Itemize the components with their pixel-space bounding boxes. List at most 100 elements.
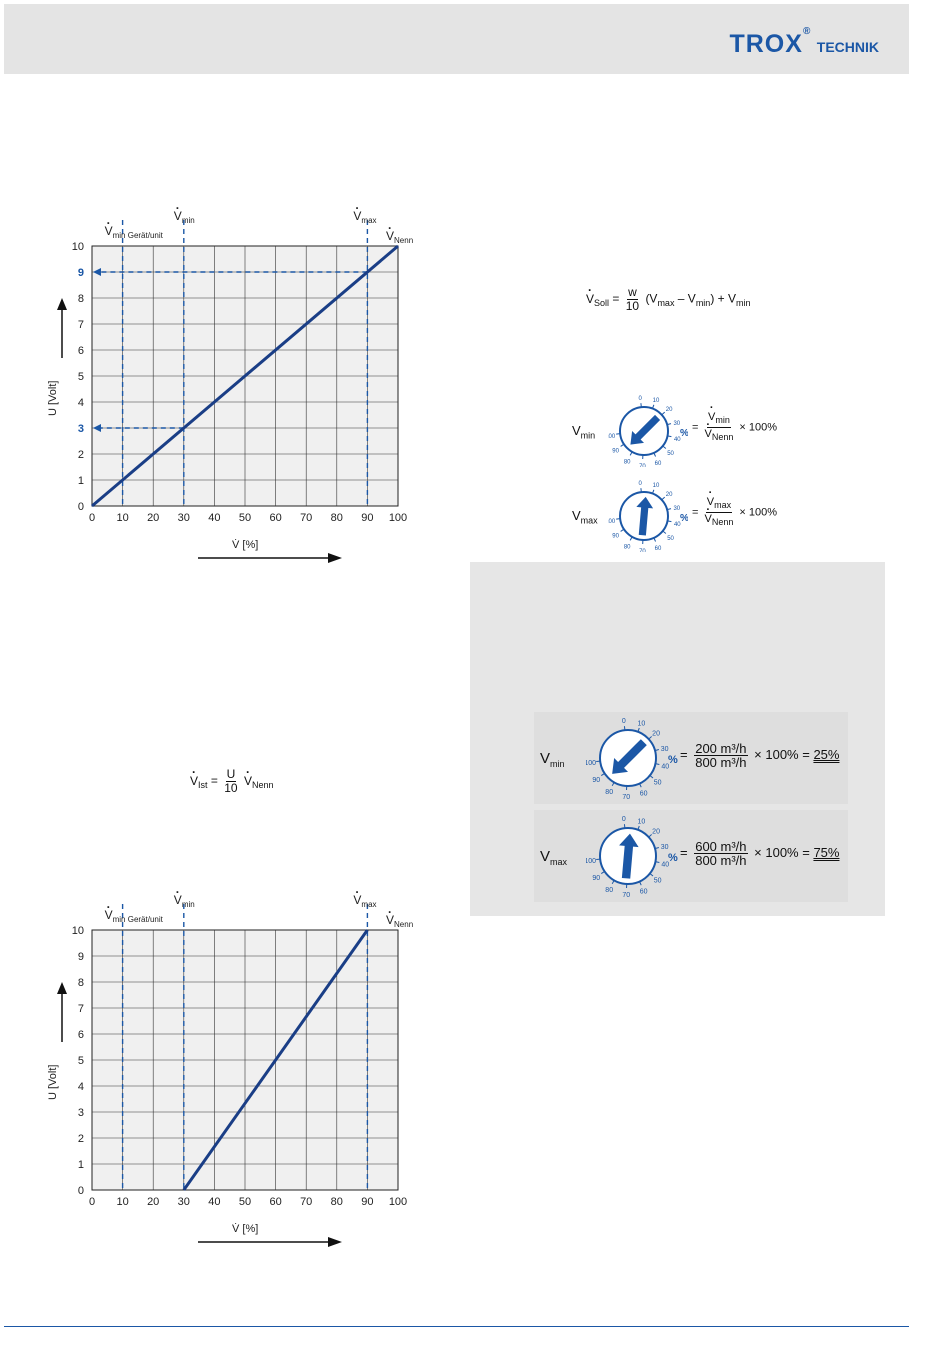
y-tick-label: 9	[78, 267, 84, 279]
dial-tick	[667, 435, 672, 438]
dial-label-vmin: Vmin	[572, 423, 595, 441]
dial-tick	[611, 782, 615, 787]
dial-fraction: VminVNenn	[705, 411, 734, 444]
dial-label-v: V	[572, 508, 581, 523]
dial-scale-label: 90	[612, 534, 619, 540]
dial-arrow-icon	[619, 833, 639, 879]
dial-arrow-shape	[630, 414, 661, 445]
percent-sign: %	[680, 428, 688, 439]
dial-scale-label: 100	[586, 760, 596, 767]
logo-registered-mark: ®	[802, 26, 811, 37]
dial-scale-label: 60	[655, 461, 662, 467]
dot-accent: ·	[176, 885, 180, 899]
x-arrowhead	[328, 553, 342, 563]
dial-scale-label: 80	[605, 789, 613, 796]
den-v: V	[705, 513, 712, 525]
example-formula-vmin: = 200 m³/h 800 m³/h × 100% = 25%	[680, 742, 839, 769]
example-dial-vmax[interactable]: 0 10 20 30 40 50 60 70 80 90 100%	[586, 812, 678, 900]
label-vmin-geraet: Vmin Gerät/unit	[105, 224, 164, 240]
dial-scale-label: 50	[654, 780, 662, 787]
dial-scale-label: 60	[640, 889, 648, 896]
eq-sign: =	[680, 844, 688, 860]
dot-accent: ·	[355, 885, 359, 899]
volume-dial-vmax[interactable]: 0 10 20 30 40 50 60 70 80 90 100%	[608, 480, 688, 552]
dial-scale-label: 40	[661, 764, 669, 771]
ex-tail: × 100% =	[754, 844, 810, 860]
x-tick-label: 100	[389, 512, 407, 524]
dial-scale-label: 90	[592, 777, 600, 784]
dial-tick	[600, 870, 605, 875]
x-tick-label: 50	[239, 1196, 251, 1208]
formula-ist-rhs-sub: Nenn	[251, 780, 274, 791]
y-tick-label: 8	[78, 293, 84, 305]
dial-tick	[648, 834, 652, 838]
dial-tick	[649, 873, 654, 877]
dial-scale-label: 80	[624, 545, 631, 551]
x-tick-label: 30	[178, 512, 190, 524]
dial-fraction: VmaxVNenn	[705, 496, 734, 529]
dial-tick	[667, 423, 672, 426]
x-tick-label: 90	[361, 512, 373, 524]
dial-scale-label: 20	[666, 492, 673, 498]
x-tick-label: 20	[147, 512, 159, 524]
volume-dial-vmin[interactable]: 0 10 20 30 40 50 60 70 80 90 100%	[608, 395, 688, 467]
dial-tick	[662, 530, 667, 534]
dial-formula-vmax: = VmaxVNenn × 100%	[692, 496, 777, 529]
dial-formula-vmin: = VminVNenn × 100%	[692, 411, 777, 444]
dial-scale-label: 50	[667, 451, 674, 457]
fraction-den: 10	[224, 781, 238, 795]
x-tick-label: 40	[208, 512, 220, 524]
eq-sign: =	[692, 506, 699, 519]
y-axis-label: U [Volt]	[47, 381, 59, 416]
y-tick-label: 3	[78, 1107, 84, 1119]
tail-text: × 100%	[739, 421, 778, 434]
characteristic-chart-1: 0 10 20 30 40 50 60 70 80 90 100 0 1 2 3 4 5 6 7 8 9 10 Vmin G…	[47, 201, 413, 563]
num-v: V	[708, 411, 715, 423]
dial-scale-label: 30	[661, 746, 669, 753]
ex-fraction: 600 m³/h 800 m³/h	[694, 840, 748, 867]
dial-scale-label: 30	[661, 844, 669, 851]
logo-subtitle: TECHNIK	[816, 39, 879, 55]
y-tick-label: 10	[72, 241, 84, 253]
dot-accent: ·	[107, 900, 111, 914]
formula-soll-close: ) + V	[710, 291, 737, 306]
x-tick-label: 10	[116, 512, 128, 524]
dial-scale-label: 20	[652, 828, 660, 835]
fraction-num: U	[225, 767, 237, 782]
y-tick-label: 3	[78, 423, 84, 435]
dial-tick	[649, 775, 654, 779]
formula-soll-open: (V	[645, 291, 658, 306]
ex-label-sub: min	[550, 759, 565, 769]
dial-scale-label: 80	[624, 460, 631, 466]
dial-arrow-icon	[636, 496, 654, 536]
dial-tick	[639, 881, 642, 886]
dial-arrow-icon	[612, 739, 647, 774]
example-dial-vmin[interactable]: 0 10 20 30 40 50 60 70 80 90 100%	[586, 714, 678, 802]
dial-scale-label: 80	[605, 887, 613, 894]
dial-label-v: V	[572, 423, 581, 438]
formula-setpoint: VSoll = w10 (Vmax – Vmin) + Vmin	[586, 286, 751, 313]
ex-fraction: 200 m³/h 800 m³/h	[694, 741, 748, 769]
y-tick-label: 6	[78, 1029, 84, 1041]
dial-scale-label: 0	[639, 481, 643, 487]
dial-scale-label: 10	[637, 818, 645, 825]
dial-tick	[653, 452, 657, 457]
formula-ist-rhs: V	[244, 774, 252, 788]
characteristic-chart-2: 0 10 20 30 40 50 60 70 80 90 100 0 1 2 3 4 5 6 7 8 9 10 Vmin G…	[47, 885, 413, 1247]
example-box: Vmin 0 10 20 30 40 50 60 70 80 90 100% = 200 m³/h 8…	[470, 562, 885, 916]
x-tick-label: 20	[147, 1196, 159, 1208]
dial-tick	[654, 847, 659, 850]
dial-scale-label: 70	[622, 794, 630, 801]
dial-tick	[667, 520, 672, 523]
dial-arrow-shape	[619, 833, 639, 879]
y-axis-label: U [Volt]	[47, 1065, 59, 1100]
num-sub: max	[714, 500, 732, 511]
eq-sign: =	[692, 421, 699, 434]
formula-ist-eq: =	[210, 773, 218, 788]
formula-ist-fraction: U 10	[224, 768, 237, 795]
ex-num: 200 m³/h	[694, 741, 748, 756]
x-tick-label: 90	[361, 1196, 373, 1208]
y-tick-label: 1	[78, 475, 84, 487]
x-tick-label: 80	[331, 512, 343, 524]
formula-actual: VIst = U10 VNenn	[190, 768, 273, 795]
